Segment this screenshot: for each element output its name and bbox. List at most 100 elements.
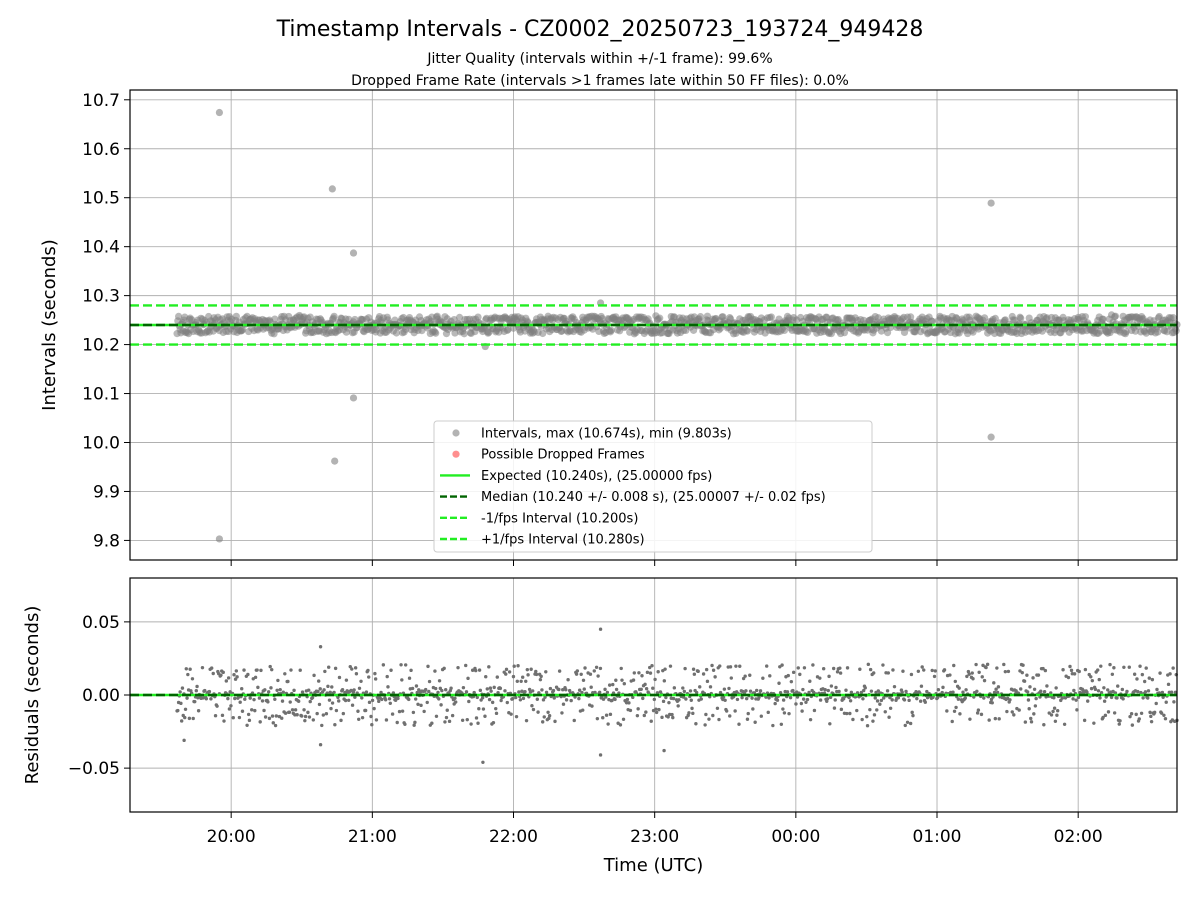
interval-point xyxy=(656,314,664,322)
residual-point xyxy=(490,700,495,705)
residual-point xyxy=(653,677,657,682)
residual-point xyxy=(589,685,593,689)
residual-point xyxy=(316,689,320,694)
residual-point xyxy=(1062,722,1067,727)
residual-point xyxy=(691,667,696,671)
interval-point xyxy=(900,328,909,337)
residual-point xyxy=(773,701,777,706)
residual-point xyxy=(1055,709,1060,713)
residual-point xyxy=(334,708,339,713)
residual-point xyxy=(180,686,185,690)
residual-point xyxy=(804,700,808,704)
residual-point xyxy=(1164,700,1168,704)
residual-point xyxy=(953,679,958,684)
residual-point xyxy=(752,691,757,695)
residual-point xyxy=(442,666,446,671)
residual-point xyxy=(821,667,826,671)
residual-point xyxy=(614,678,618,682)
residual-point xyxy=(1027,707,1031,711)
residual-point xyxy=(278,687,282,692)
residual-point xyxy=(494,711,499,716)
residual-point xyxy=(689,698,693,702)
residual-point xyxy=(329,706,333,711)
residual-point xyxy=(759,714,764,718)
residual-point xyxy=(1108,662,1112,667)
residual-point xyxy=(1136,689,1140,694)
residual-point xyxy=(1012,713,1016,717)
residual-point xyxy=(694,722,698,726)
residual-point xyxy=(636,707,640,711)
residual-point xyxy=(1082,718,1087,723)
residual-point xyxy=(324,711,329,716)
residual-point xyxy=(367,675,371,679)
residual-point xyxy=(240,709,245,713)
residual-point xyxy=(240,687,244,691)
residual-point xyxy=(654,710,659,715)
residual-point xyxy=(194,688,199,693)
residual-point xyxy=(318,687,322,691)
residual-point xyxy=(863,686,867,690)
residual-point xyxy=(935,695,940,700)
residual-point xyxy=(464,663,468,668)
residual-point xyxy=(683,666,687,671)
residual-point xyxy=(209,666,214,670)
residual-point xyxy=(411,710,416,715)
interval-outlier-point xyxy=(987,199,995,207)
residual-point xyxy=(472,690,476,695)
residual-point xyxy=(226,696,230,701)
residual-point xyxy=(389,668,393,672)
residual-outlier-point xyxy=(598,627,603,631)
residual-point xyxy=(430,721,434,725)
residual-point xyxy=(997,717,1001,721)
residual-point xyxy=(1074,698,1078,702)
residual-point xyxy=(1155,687,1159,692)
residual-point xyxy=(524,679,528,683)
residual-point xyxy=(1021,663,1025,667)
residual-point xyxy=(868,707,872,712)
residual-point xyxy=(564,698,569,702)
residual-point xyxy=(220,713,225,718)
residual-point xyxy=(907,698,911,703)
residual-point xyxy=(478,688,483,693)
residual-point xyxy=(447,719,452,724)
residual-point xyxy=(952,709,957,713)
residual-point xyxy=(267,716,272,721)
residual-point xyxy=(1149,714,1153,719)
residual-point xyxy=(621,717,626,721)
residual-point xyxy=(176,708,180,713)
residual-point xyxy=(439,703,443,707)
residual-point xyxy=(572,718,576,723)
residual-point xyxy=(771,723,775,728)
residual-point xyxy=(195,684,199,689)
residual-point xyxy=(805,697,810,702)
residual-point xyxy=(858,667,862,671)
residual-point xyxy=(848,699,853,703)
residual-point xyxy=(920,665,924,669)
residual-point xyxy=(343,690,347,695)
residual-point xyxy=(713,675,717,679)
residual-point xyxy=(231,716,235,720)
residual-point xyxy=(1158,671,1162,675)
residual-point xyxy=(1085,690,1089,694)
residual-point xyxy=(246,672,250,677)
residual-point xyxy=(551,688,556,693)
residual-point xyxy=(995,690,1000,695)
residual-point xyxy=(855,691,860,695)
residual-outlier-point xyxy=(318,645,323,649)
intervals-ytick-label: 10.7 xyxy=(82,91,120,111)
residual-point xyxy=(350,667,354,671)
residual-point xyxy=(582,687,586,691)
residual-point xyxy=(465,717,469,722)
residual-point xyxy=(427,689,431,694)
residual-point xyxy=(433,669,437,673)
residual-point xyxy=(837,689,841,694)
residual-point xyxy=(415,690,419,695)
residual-point xyxy=(434,714,439,718)
legend-label: Median (10.240 +/- 0.008 s), (25.00007 +… xyxy=(481,490,826,505)
residual-point xyxy=(347,698,351,703)
residual-point xyxy=(826,688,830,693)
residual-point xyxy=(1076,695,1081,700)
residual-point xyxy=(631,678,636,682)
residual-point xyxy=(566,677,570,682)
residual-point xyxy=(1137,717,1141,721)
